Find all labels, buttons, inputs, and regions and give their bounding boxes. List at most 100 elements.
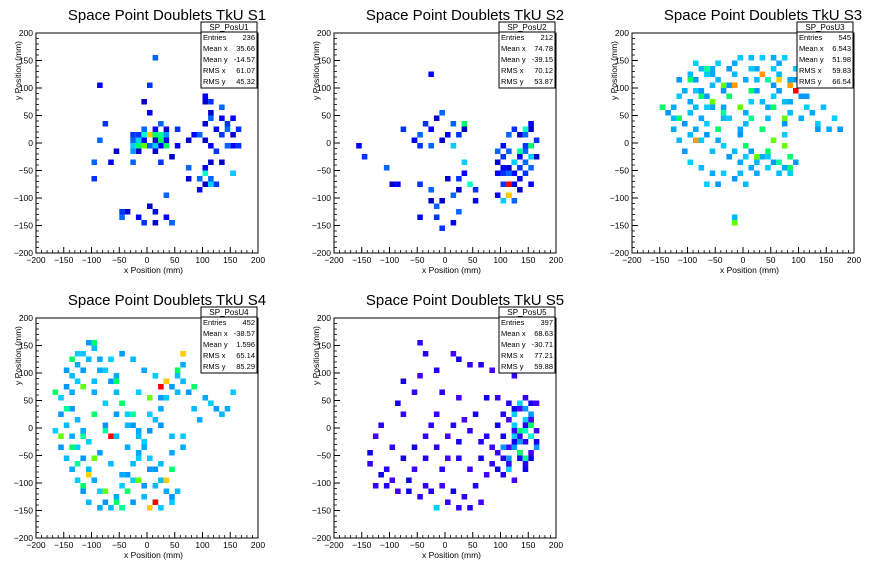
histogram-bin-hot — [787, 82, 793, 88]
histogram-bin — [219, 132, 225, 138]
histogram-bin — [676, 93, 682, 99]
stats-box — [200, 306, 258, 374]
histogram-bin-hot — [86, 472, 92, 478]
y-axis-label: y Position (mm) — [311, 326, 321, 385]
histogram-bin-hot — [517, 428, 523, 434]
histogram-bin-hot — [787, 154, 793, 160]
histogram-bin — [500, 154, 507, 160]
y-tick-label: −200 — [312, 248, 331, 258]
stats-value: 77.21 — [534, 351, 553, 360]
histogram-bin-hot — [91, 340, 98, 346]
histogram-bin — [130, 477, 136, 483]
histogram-bin — [141, 99, 147, 105]
histogram-bin — [704, 104, 710, 110]
histogram-bin — [709, 170, 716, 176]
stats-value: -39.15 — [532, 55, 553, 64]
histogram-bin — [456, 505, 462, 511]
histogram-bin — [180, 444, 186, 450]
histogram-bin — [522, 143, 529, 149]
histogram-bin — [102, 499, 109, 505]
histogram-bin — [102, 400, 109, 406]
histogram-bin-hot — [147, 395, 153, 401]
histogram-bin-hot — [141, 132, 147, 138]
histogram-bin — [102, 367, 109, 373]
histogram-bin-hot — [698, 93, 705, 99]
histogram-bin — [219, 411, 225, 417]
y-tick-label: −200 — [14, 248, 33, 258]
histogram-bin — [80, 367, 86, 373]
histogram-bin — [119, 351, 125, 357]
y-tick-label: 50 — [322, 396, 332, 406]
y-tick-label: −150 — [14, 506, 33, 516]
histogram-bin — [511, 439, 518, 445]
histogram-bin-hot — [450, 143, 457, 149]
histogram-bin-hot — [461, 121, 468, 127]
histogram-bin — [528, 121, 534, 127]
stats-name: SP_PosU3 — [805, 23, 845, 32]
histogram-bin — [450, 351, 457, 357]
histogram-bin — [698, 165, 705, 171]
histogram-bin — [445, 455, 451, 461]
histogram-bin — [124, 209, 131, 215]
histogram-bin-hot — [135, 137, 142, 143]
histogram-bin — [224, 406, 231, 412]
histogram-bin — [102, 422, 109, 428]
histogram-bin-hot — [152, 499, 159, 505]
histogram-bin-hot — [709, 99, 716, 105]
histogram-bin — [467, 362, 473, 368]
histogram-bin — [456, 455, 462, 461]
histogram-bin-hot — [74, 461, 81, 467]
histogram-bin — [141, 483, 147, 489]
histogram-bin-hot — [506, 192, 512, 198]
histogram-bin — [528, 455, 534, 461]
histogram-bin — [395, 400, 401, 406]
histogram-bin — [411, 389, 418, 395]
x-tick-label: 100 — [493, 540, 507, 550]
histogram-bin-hot — [163, 143, 170, 149]
y-tick-label: 0 — [326, 138, 331, 148]
histogram-bin — [478, 362, 484, 368]
histogram-bin — [86, 499, 92, 505]
histogram-bin — [500, 411, 507, 417]
histogram-bin — [230, 132, 236, 138]
histogram-bin — [124, 444, 131, 450]
histogram-bin — [152, 55, 159, 61]
histogram-bin — [224, 126, 231, 132]
histogram-bin — [494, 395, 501, 401]
histogram-bin — [494, 450, 501, 456]
histogram-bin-hot — [80, 483, 86, 489]
histogram-bin — [152, 483, 159, 489]
histogram-bin — [522, 148, 529, 154]
histogram-bin — [450, 192, 457, 198]
histogram-bin — [533, 439, 540, 445]
histogram-bin-hot — [180, 351, 186, 357]
histogram-bin — [406, 477, 412, 483]
histogram-bin — [163, 126, 170, 132]
histogram-bin — [213, 406, 220, 412]
histogram-bin — [389, 477, 396, 483]
histogram-bin — [693, 126, 699, 132]
histogram-bin — [506, 165, 512, 171]
stats-value: 59.88 — [534, 362, 553, 371]
histogram-bin — [793, 77, 799, 83]
histogram-bin — [483, 395, 490, 401]
histogram-bin — [97, 450, 103, 456]
histogram-bin — [522, 439, 529, 445]
histogram-bin — [793, 159, 799, 165]
histogram-bin — [511, 428, 518, 434]
histogram-bin — [119, 472, 125, 478]
stats-label: RMS y — [799, 77, 822, 86]
histogram-bin — [715, 137, 721, 143]
histogram-bin — [135, 455, 142, 461]
histogram-bin — [158, 505, 164, 511]
stats-value: 61.07 — [236, 66, 255, 75]
x-tick-label: −100 — [380, 255, 399, 265]
histogram-bin — [506, 170, 512, 176]
histogram-bin — [69, 406, 75, 412]
stats-label: RMS x — [501, 351, 524, 360]
histogram-bin — [102, 121, 109, 127]
histogram-bin — [202, 93, 209, 99]
y-tick-label: 200 — [317, 28, 331, 38]
histogram-bin — [528, 400, 534, 406]
histogram-bin-hot — [511, 159, 518, 165]
